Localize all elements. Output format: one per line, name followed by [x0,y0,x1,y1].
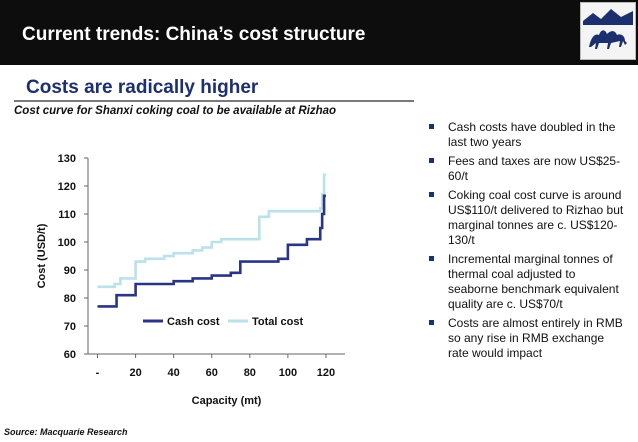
x-tick-label: 20 [129,367,141,379]
y-tick-label: 110 [58,209,76,221]
x-tick-label: - [96,367,100,379]
bullet-list: Cash costs have doubled in the last two … [424,120,624,365]
y-tick-label: 80 [64,293,76,305]
cost-curve-chart: 60 70 80 90 100 110 120 130 - 20 40 60 80 100 120 Capac… [36,153,345,407]
y-tick-label: 70 [64,321,76,333]
x-axis-label: Capacity (mt) [192,395,262,407]
series-line-total-cost [97,173,326,289]
y-tick-label: 60 [64,349,76,361]
bullet-text: Coking coal cost curve is around US$110/… [448,188,624,247]
section-heading: Costs are radically higher [26,77,259,98]
bullet-item: Fees and taxes are now US$25-60/t [424,154,624,184]
bullet-marker-icon [429,320,434,325]
x-tick-label: 120 [317,367,335,379]
bullet-text: Incremental marginal tonnes of thermal c… [448,252,619,311]
x-tick-label: 100 [279,367,297,379]
x-tick-label: 80 [244,367,256,379]
y-tick-label: 90 [64,265,76,277]
y-axis-label: Cost (USD/t) [36,223,48,288]
y-tick-label: 130 [58,153,76,165]
bullet-text: Costs are almost entirely in RMB so any … [448,316,623,360]
y-tick-label: 100 [58,237,76,249]
y-tick-label: 120 [58,181,76,193]
bullet-text: Fees and taxes are now US$25-60/t [448,154,621,183]
bullet-marker-icon [429,158,434,163]
bullet-text: Cash costs have doubled in the last two … [448,120,616,149]
bullet-item: Coking coal cost curve is around US$110/… [424,188,624,248]
title-bar: Current trends: China’s cost structure [0,0,638,65]
bullet-marker-icon [429,124,434,129]
slide-title: Current trends: China’s cost structure [22,24,366,45]
legend-label: Total cost [252,316,303,328]
chart-title: Cost curve for Shanxi coking coal to be … [14,105,337,117]
bullet-marker-icon [429,192,434,197]
x-tick-label: 60 [206,367,218,379]
bullet-item: Costs are almost entirely in RMB so any … [424,316,624,361]
bullet-item: Cash costs have doubled in the last two … [424,120,624,150]
bullet-item: Incremental marginal tonnes of thermal c… [424,252,624,312]
source-note: Source: Macquarie Research [4,427,128,437]
legend-label: Cash cost [167,316,220,328]
bullet-marker-icon [429,256,434,261]
x-tick-label: 40 [168,367,180,379]
camel-logo [580,2,636,60]
heading-divider [14,100,414,102]
series-line-cash-cost [97,194,326,308]
